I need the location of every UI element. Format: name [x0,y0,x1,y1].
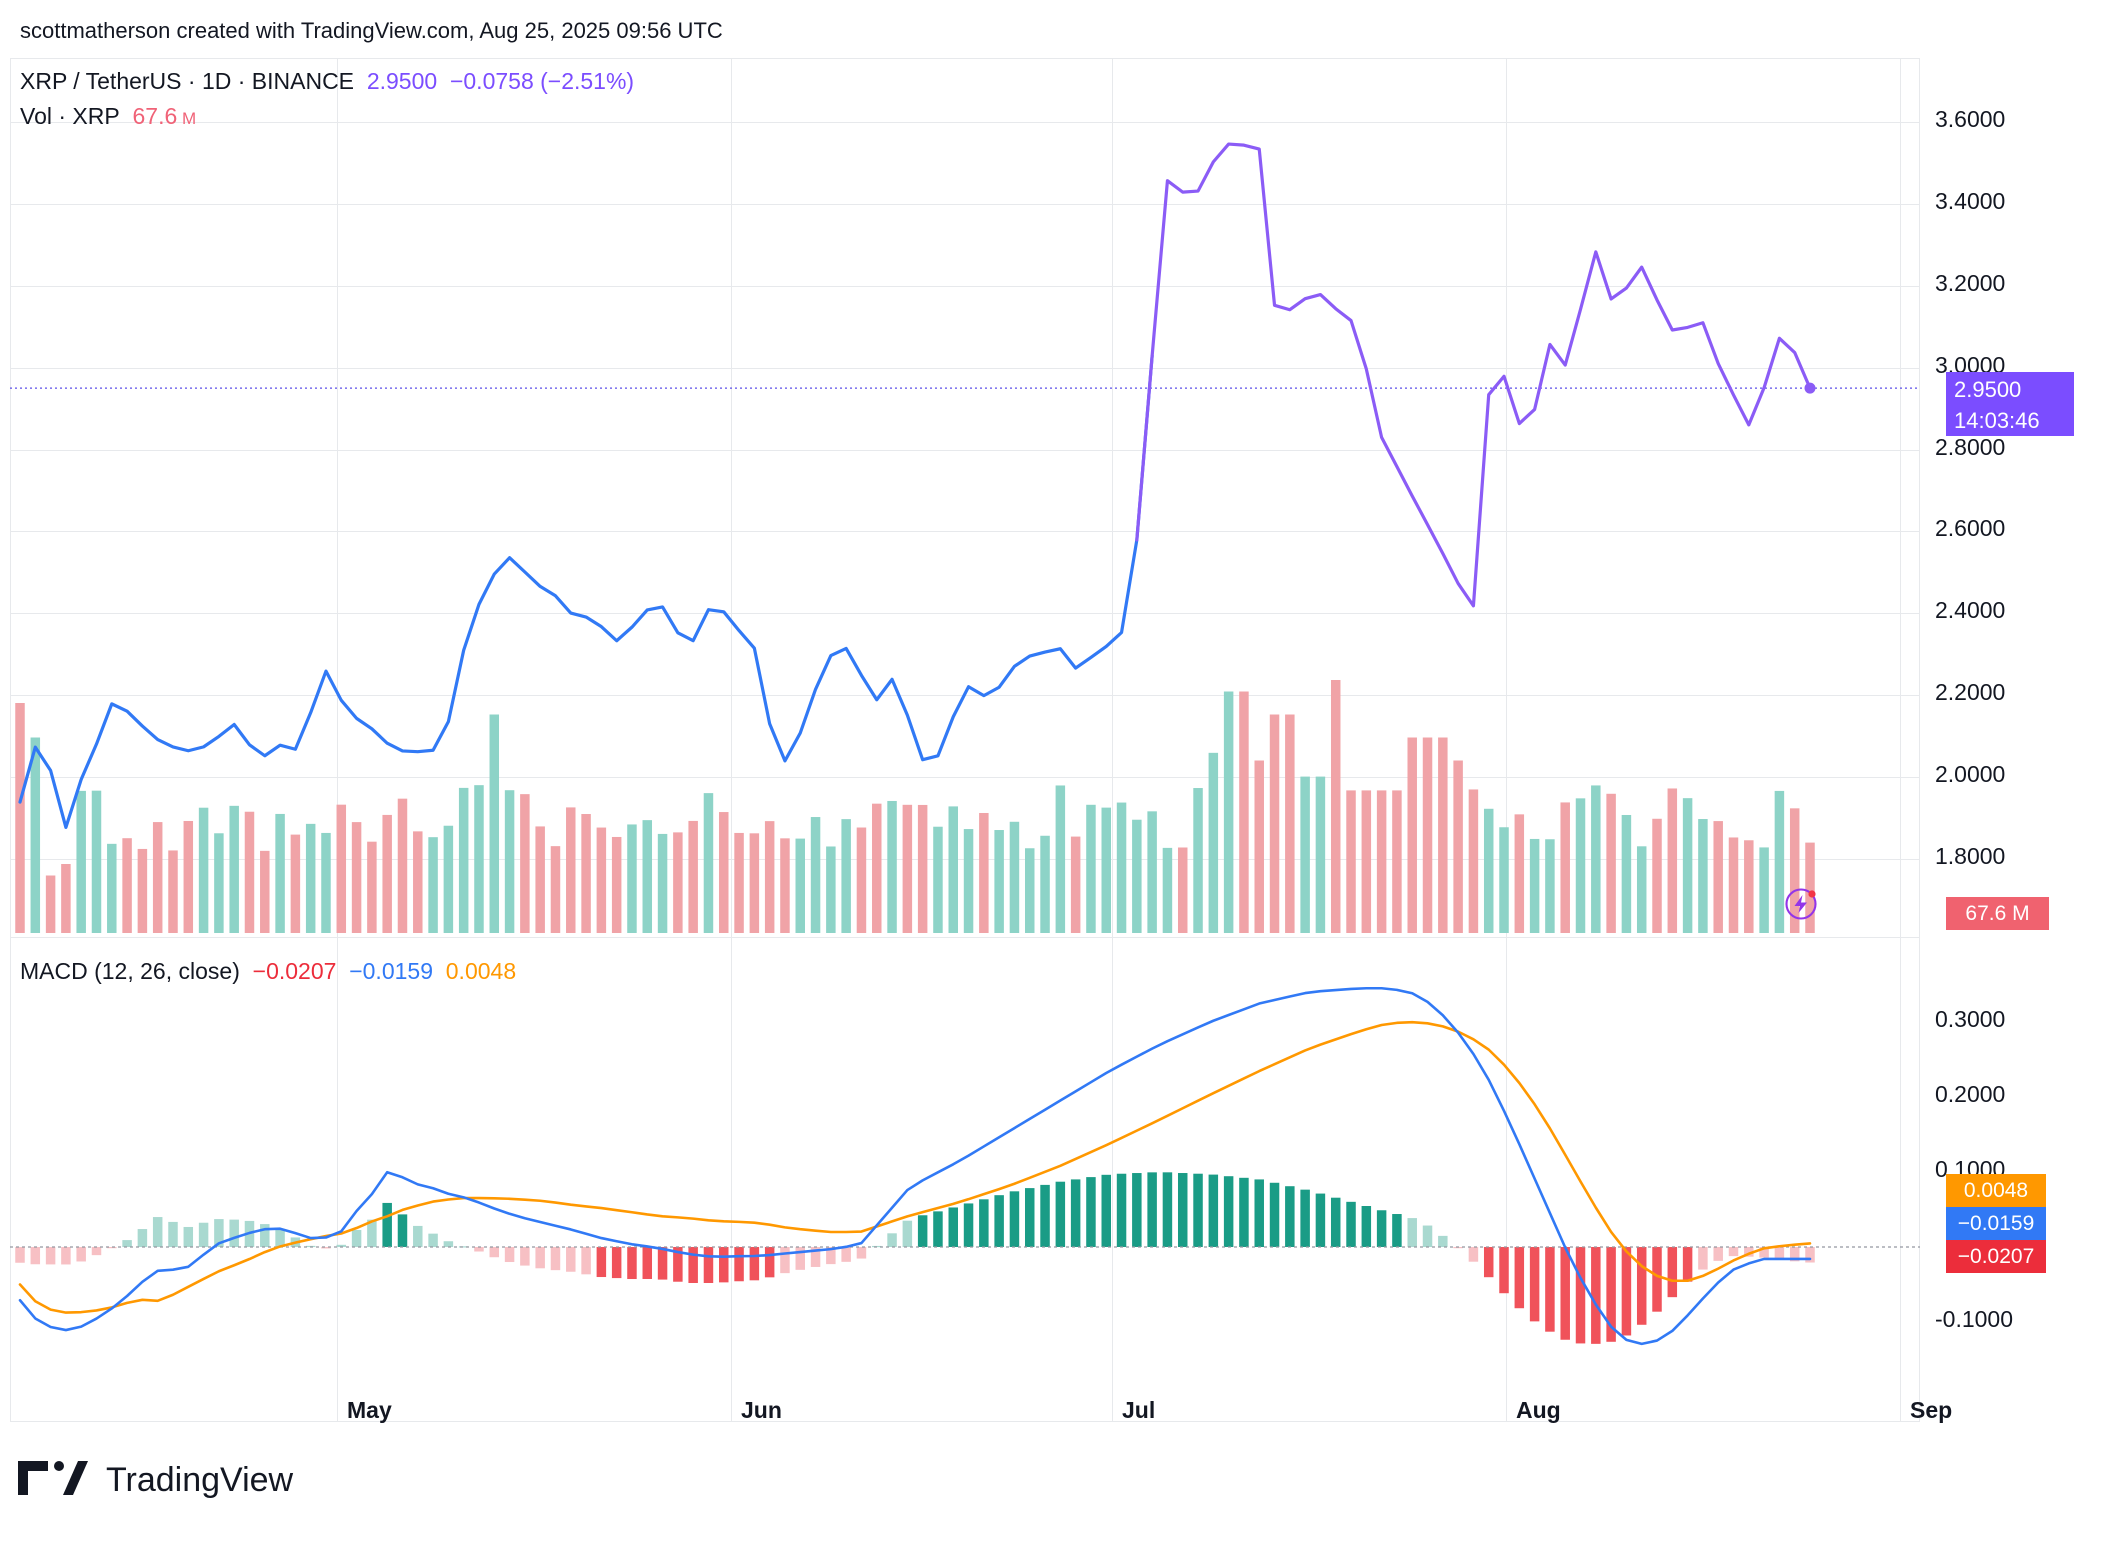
svg-text:TradingView: TradingView [106,1461,294,1499]
